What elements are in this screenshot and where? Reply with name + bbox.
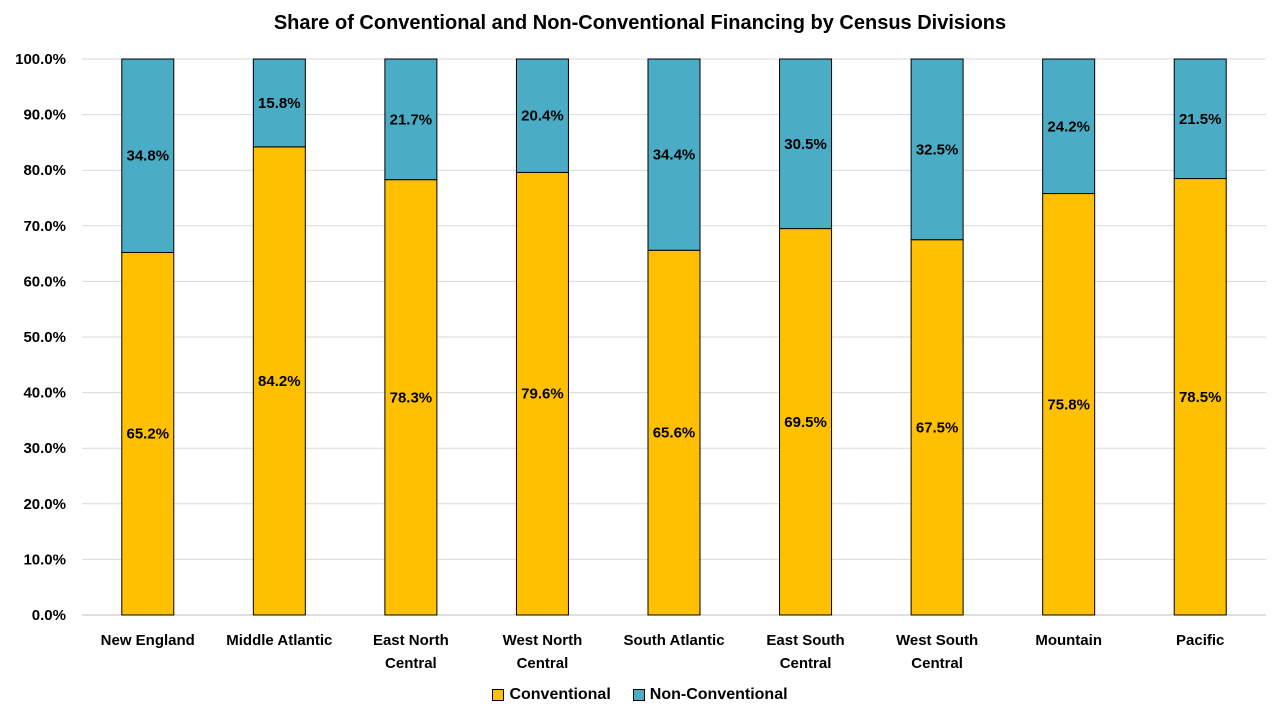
data-label: 67.5%	[916, 419, 959, 436]
data-label: 21.7%	[390, 111, 433, 128]
legend-item-conventional: Conventional	[492, 686, 611, 704]
bar-conventional	[1042, 193, 1096, 616]
y-axis-ticks: 0.0% 10.0% 20.0% 30.0% 40.0% 50.0% 60.0% 70.0% 8…	[15, 51, 66, 624]
legend-label-conventional: Conventional	[509, 686, 611, 703]
legend-swatch-non-conventional	[632, 689, 645, 701]
data-label: 78.3%	[390, 389, 433, 406]
data-label: 21.5%	[1179, 111, 1222, 128]
bar-non-conventional	[910, 58, 964, 241]
bar-non-conventional	[1042, 58, 1096, 195]
legend-swatch-conventional	[492, 689, 505, 701]
data-label: 34.4%	[653, 147, 696, 164]
data-label: 84.2%	[258, 373, 301, 390]
x-tick-label: Pacific	[1176, 632, 1224, 649]
legend: Conventional Non-Conventional	[0, 686, 1280, 704]
y-tick-label: 90.0%	[23, 107, 66, 124]
data-label: 75.8%	[1047, 396, 1090, 413]
y-tick-label: 80.0%	[23, 162, 66, 179]
chart-title: Share of Conventional and Non-Convention…	[273, 12, 1007, 34]
data-label: 32.5%	[916, 141, 959, 158]
x-tick-label: Mountain	[1035, 632, 1102, 649]
x-tick-label: East North	[373, 632, 449, 649]
bar-conventional	[515, 171, 569, 616]
x-tick-label: West South	[896, 632, 978, 649]
y-tick-label: 60.0%	[23, 273, 66, 290]
bar-non-conventional	[515, 58, 569, 173]
bar-conventional	[384, 179, 438, 616]
x-tick-label: East South	[766, 632, 844, 649]
data-label: 79.6%	[521, 386, 564, 403]
x-tick-label: Central	[780, 655, 832, 672]
x-tick-label: New England	[101, 632, 195, 649]
data-label: 69.5%	[784, 414, 827, 431]
bar-conventional	[121, 251, 175, 616]
data-label: 15.8%	[258, 95, 301, 112]
data-label: 78.5%	[1179, 389, 1222, 406]
data-labels: 65.2% 34.8% 84.2% 15.8% 78.3% 21.7% 79.6% 20.4%…	[127, 95, 1222, 443]
data-label: 65.2%	[127, 426, 170, 443]
y-tick-label: 30.0%	[23, 440, 66, 457]
data-label: 65.6%	[653, 425, 696, 442]
x-tick-label: Central	[517, 655, 569, 672]
data-label: 34.8%	[127, 148, 170, 165]
bar-conventional	[1173, 178, 1227, 616]
y-tick-label: 10.0%	[23, 551, 66, 568]
data-label: 30.5%	[784, 136, 827, 153]
x-tick-label: Central	[911, 655, 963, 672]
x-tick-label: Central	[385, 655, 437, 672]
bar-conventional	[910, 239, 964, 616]
y-tick-label: 20.0%	[23, 496, 66, 513]
x-tick-label: Middle Atlantic	[226, 632, 332, 649]
bar-non-conventional	[384, 58, 438, 181]
bar-conventional	[779, 228, 833, 616]
x-tick-label: West North	[503, 632, 583, 649]
legend-label-non-conventional: Non-Conventional	[649, 686, 788, 703]
x-axis-ticks: New England Middle Atlantic East North Cent…	[101, 632, 1225, 672]
bar-conventional	[647, 249, 701, 616]
y-tick-label: 100.0%	[15, 51, 66, 68]
data-label: 20.4%	[521, 108, 564, 125]
bar-conventional	[252, 146, 306, 616]
data-label: 24.2%	[1047, 118, 1090, 135]
y-tick-label: 50.0%	[23, 329, 66, 346]
bar-non-conventional	[121, 58, 175, 253]
x-tick-label: South Atlantic	[623, 632, 724, 649]
bar-non-conventional	[779, 58, 833, 230]
bar-non-conventional	[252, 58, 306, 148]
y-tick-label: 70.0%	[23, 218, 66, 235]
bar-non-conventional	[1173, 58, 1227, 180]
bars	[121, 58, 1227, 616]
y-tick-label: 40.0%	[23, 385, 66, 402]
legend-item-non-conventional: Non-Conventional	[632, 686, 788, 704]
bar-non-conventional	[647, 58, 701, 251]
y-tick-label: 0.0%	[32, 607, 66, 624]
